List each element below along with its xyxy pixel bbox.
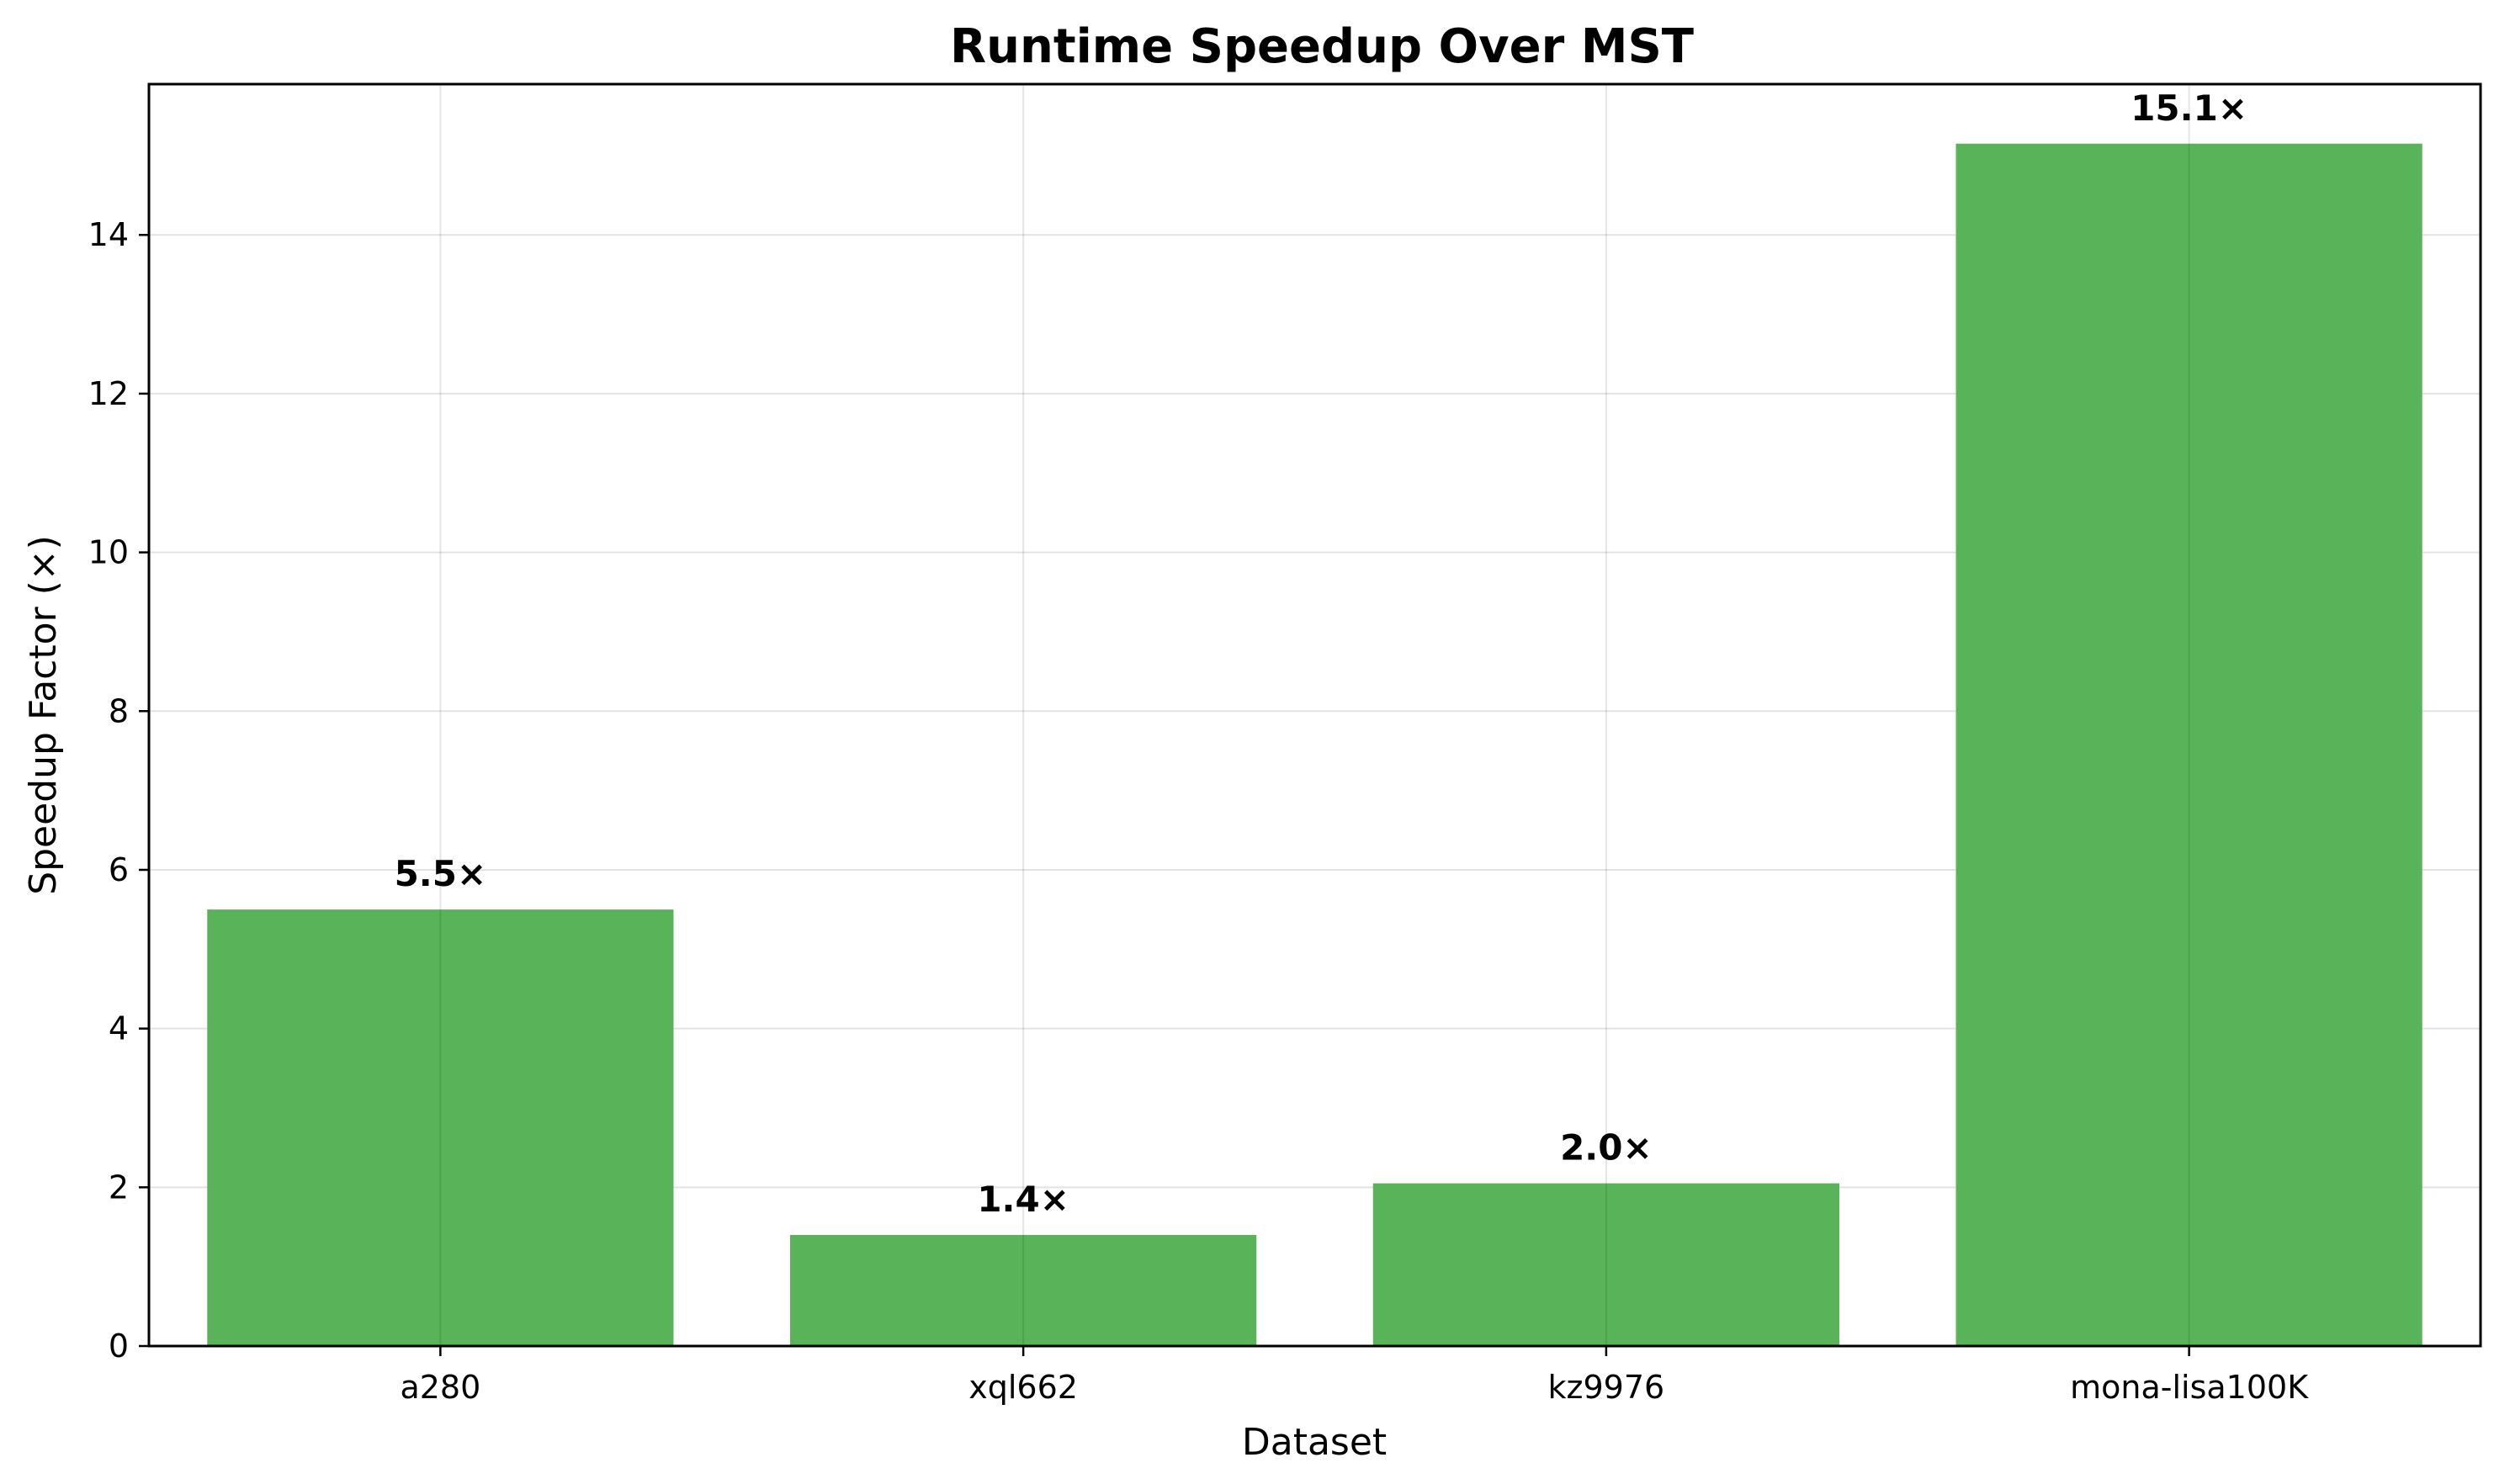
y-axis-title: Speedup Factor (×) [22, 535, 65, 895]
y-axis: 0 2 4 6 8 10 12 14 [88, 216, 149, 1365]
data-label: 15.1× [2131, 87, 2247, 129]
y-tick-label: 0 [109, 1328, 129, 1365]
bar [1372, 1183, 1839, 1346]
x-tick-label: kz9976 [1548, 1369, 1665, 1406]
y-tick-label: 6 [109, 851, 129, 888]
data-label: 5.5× [395, 853, 487, 894]
bar [1955, 143, 2422, 1346]
y-tick-label: 4 [109, 1010, 129, 1047]
x-tick-label: mona-lisa100K [2070, 1369, 2309, 1406]
bars-layer [207, 143, 2422, 1346]
plot-frame [147, 82, 2482, 1348]
data-label: 1.4× [977, 1179, 1069, 1220]
grid-x-layer [439, 84, 2190, 1346]
bar [207, 909, 674, 1346]
x-tick-label: a280 [400, 1369, 480, 1406]
y-tick-label: 12 [88, 375, 129, 412]
y-tick-label: 14 [88, 216, 129, 253]
bar [790, 1234, 1257, 1346]
chart-title: Runtime Speedup Over MST [950, 19, 1694, 74]
y-tick-label: 8 [109, 692, 129, 729]
y-tick-label: 10 [88, 534, 129, 571]
data-label: 2.0× [1560, 1127, 1653, 1169]
x-axis-title: Dataset [1242, 1421, 1387, 1464]
x-tick-label: xql662 [968, 1369, 1078, 1406]
y-tick-label: 2 [109, 1169, 129, 1206]
data-labels-layer: 5.5× 1.4× 2.0× 15.1× [395, 87, 2247, 1220]
x-axis: a280 xql662 kz9976 mona-lisa100K [400, 1346, 2309, 1406]
